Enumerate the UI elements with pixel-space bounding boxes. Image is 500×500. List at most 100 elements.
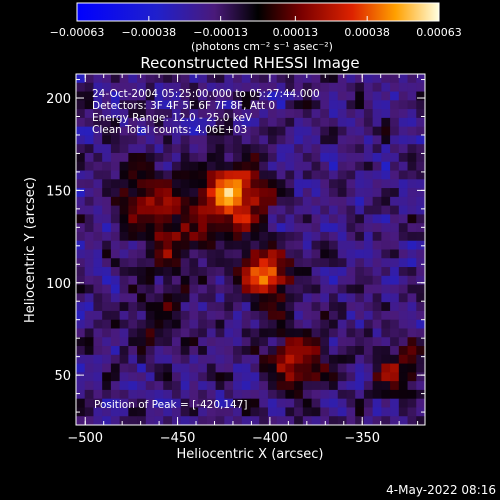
heatmap-cell xyxy=(363,346,374,356)
y-tick-label: 50 xyxy=(54,369,71,384)
heatmap-cell xyxy=(233,416,243,426)
heatmap-cell xyxy=(294,91,304,101)
heatmap-cell xyxy=(381,372,391,382)
heatmap-cell xyxy=(416,170,426,180)
heatmap-cell xyxy=(337,381,347,391)
heatmap-cell xyxy=(276,328,286,338)
heatmap-cell xyxy=(329,205,339,215)
heatmap-cell xyxy=(233,398,243,408)
heatmap-cell xyxy=(102,258,112,268)
heatmap-cell xyxy=(137,372,147,382)
heatmap-cell xyxy=(163,91,173,101)
heatmap-cell xyxy=(137,275,147,286)
heatmap-cell xyxy=(119,258,129,268)
heatmap-cell xyxy=(363,117,374,128)
heatmap-cell xyxy=(102,319,112,329)
heatmap-cell xyxy=(154,319,164,329)
heatmap-cell xyxy=(294,398,304,408)
heatmap-cell xyxy=(381,398,391,408)
heatmap-cell xyxy=(346,117,356,128)
heatmap-cell xyxy=(416,284,426,294)
heatmap-cell xyxy=(390,310,400,321)
heatmap-cell xyxy=(250,214,260,224)
heatmap-cell xyxy=(407,310,417,321)
heatmap-cell xyxy=(84,258,94,268)
heatmap-cell xyxy=(372,109,382,119)
y-tick-label: 100 xyxy=(46,277,71,292)
heatmap-cell xyxy=(311,328,321,338)
heatmap-cell xyxy=(267,152,278,163)
heatmap-cell xyxy=(110,416,121,426)
heatmap-cell xyxy=(346,144,356,154)
heatmap-cell xyxy=(137,346,147,356)
y-tick-label: 200 xyxy=(46,92,71,107)
heatmap-cell xyxy=(407,223,417,233)
heatmap-cell xyxy=(84,354,94,364)
heatmap-cell xyxy=(267,302,278,312)
heatmap-cell xyxy=(224,196,234,207)
heatmap-cell xyxy=(206,310,217,321)
heatmap-cell xyxy=(224,258,234,268)
heatmap-cell xyxy=(180,372,190,382)
heatmap-cell xyxy=(76,205,86,215)
heatmap-cell xyxy=(398,152,408,163)
heatmap-cell xyxy=(198,152,208,163)
heatmap-cell xyxy=(84,310,94,321)
heatmap-cell xyxy=(250,416,260,426)
heatmap-cell xyxy=(76,258,86,268)
heatmap-cell xyxy=(163,100,173,110)
heatmap-cell xyxy=(320,161,330,171)
heatmap-cell xyxy=(329,302,339,312)
heatmap-cell xyxy=(102,231,112,242)
heatmap-cell xyxy=(198,310,208,321)
heatmap-cell xyxy=(154,275,164,286)
heatmap-cell xyxy=(398,188,408,198)
heatmap-cell xyxy=(163,363,173,373)
heatmap-cell xyxy=(294,82,304,92)
heatmap-cell xyxy=(198,363,208,373)
heatmap-cell xyxy=(276,381,286,391)
heatmap-cell xyxy=(110,223,121,233)
heatmap-cell xyxy=(267,249,278,259)
heatmap-cell xyxy=(398,100,408,110)
heatmap-cell xyxy=(363,363,374,373)
heatmap-cell xyxy=(320,249,330,259)
heatmap-cell xyxy=(407,293,417,303)
heatmap-cell xyxy=(189,293,199,303)
heatmap-cell xyxy=(224,372,234,382)
heatmap-cell xyxy=(372,126,382,136)
heatmap-cell xyxy=(302,179,312,189)
heatmap-cell xyxy=(337,284,347,294)
heatmap-cell xyxy=(285,275,295,286)
heatmap-cell xyxy=(355,100,365,110)
heatmap-cell xyxy=(180,188,190,198)
heatmap-cell xyxy=(224,275,234,286)
heatmap-cell xyxy=(329,284,339,294)
heatmap-cell xyxy=(137,240,147,250)
heatmap-cell xyxy=(102,109,112,119)
heatmap-cell xyxy=(145,144,155,154)
heatmap-cell xyxy=(276,284,286,294)
heatmap-cell xyxy=(372,161,382,171)
heatmap-cell xyxy=(276,346,286,356)
heatmap-cell xyxy=(302,354,312,364)
heatmap-cell xyxy=(311,152,321,163)
heatmap-cell xyxy=(276,389,286,400)
heatmap-cell xyxy=(84,275,94,286)
heatmap-cell xyxy=(276,372,286,382)
heatmap-cell xyxy=(233,100,243,110)
heatmap-cell xyxy=(215,240,225,250)
heatmap-cell xyxy=(145,214,155,224)
heatmap-cell xyxy=(84,152,94,163)
heatmap-cell xyxy=(206,319,217,329)
heatmap-cell xyxy=(102,117,112,128)
heatmap-cell xyxy=(76,310,86,321)
heatmap-cell xyxy=(93,179,103,189)
heatmap-cell xyxy=(355,179,365,189)
heatmap-cell xyxy=(171,346,182,356)
heatmap-cell xyxy=(154,223,164,233)
annotation-time-range: 24-Oct-2004 05:25:00.000 to 05:27:44.000 xyxy=(92,88,320,100)
heatmap-cell xyxy=(137,126,147,136)
heatmap-cell xyxy=(215,337,225,347)
heatmap-cell xyxy=(302,188,312,198)
